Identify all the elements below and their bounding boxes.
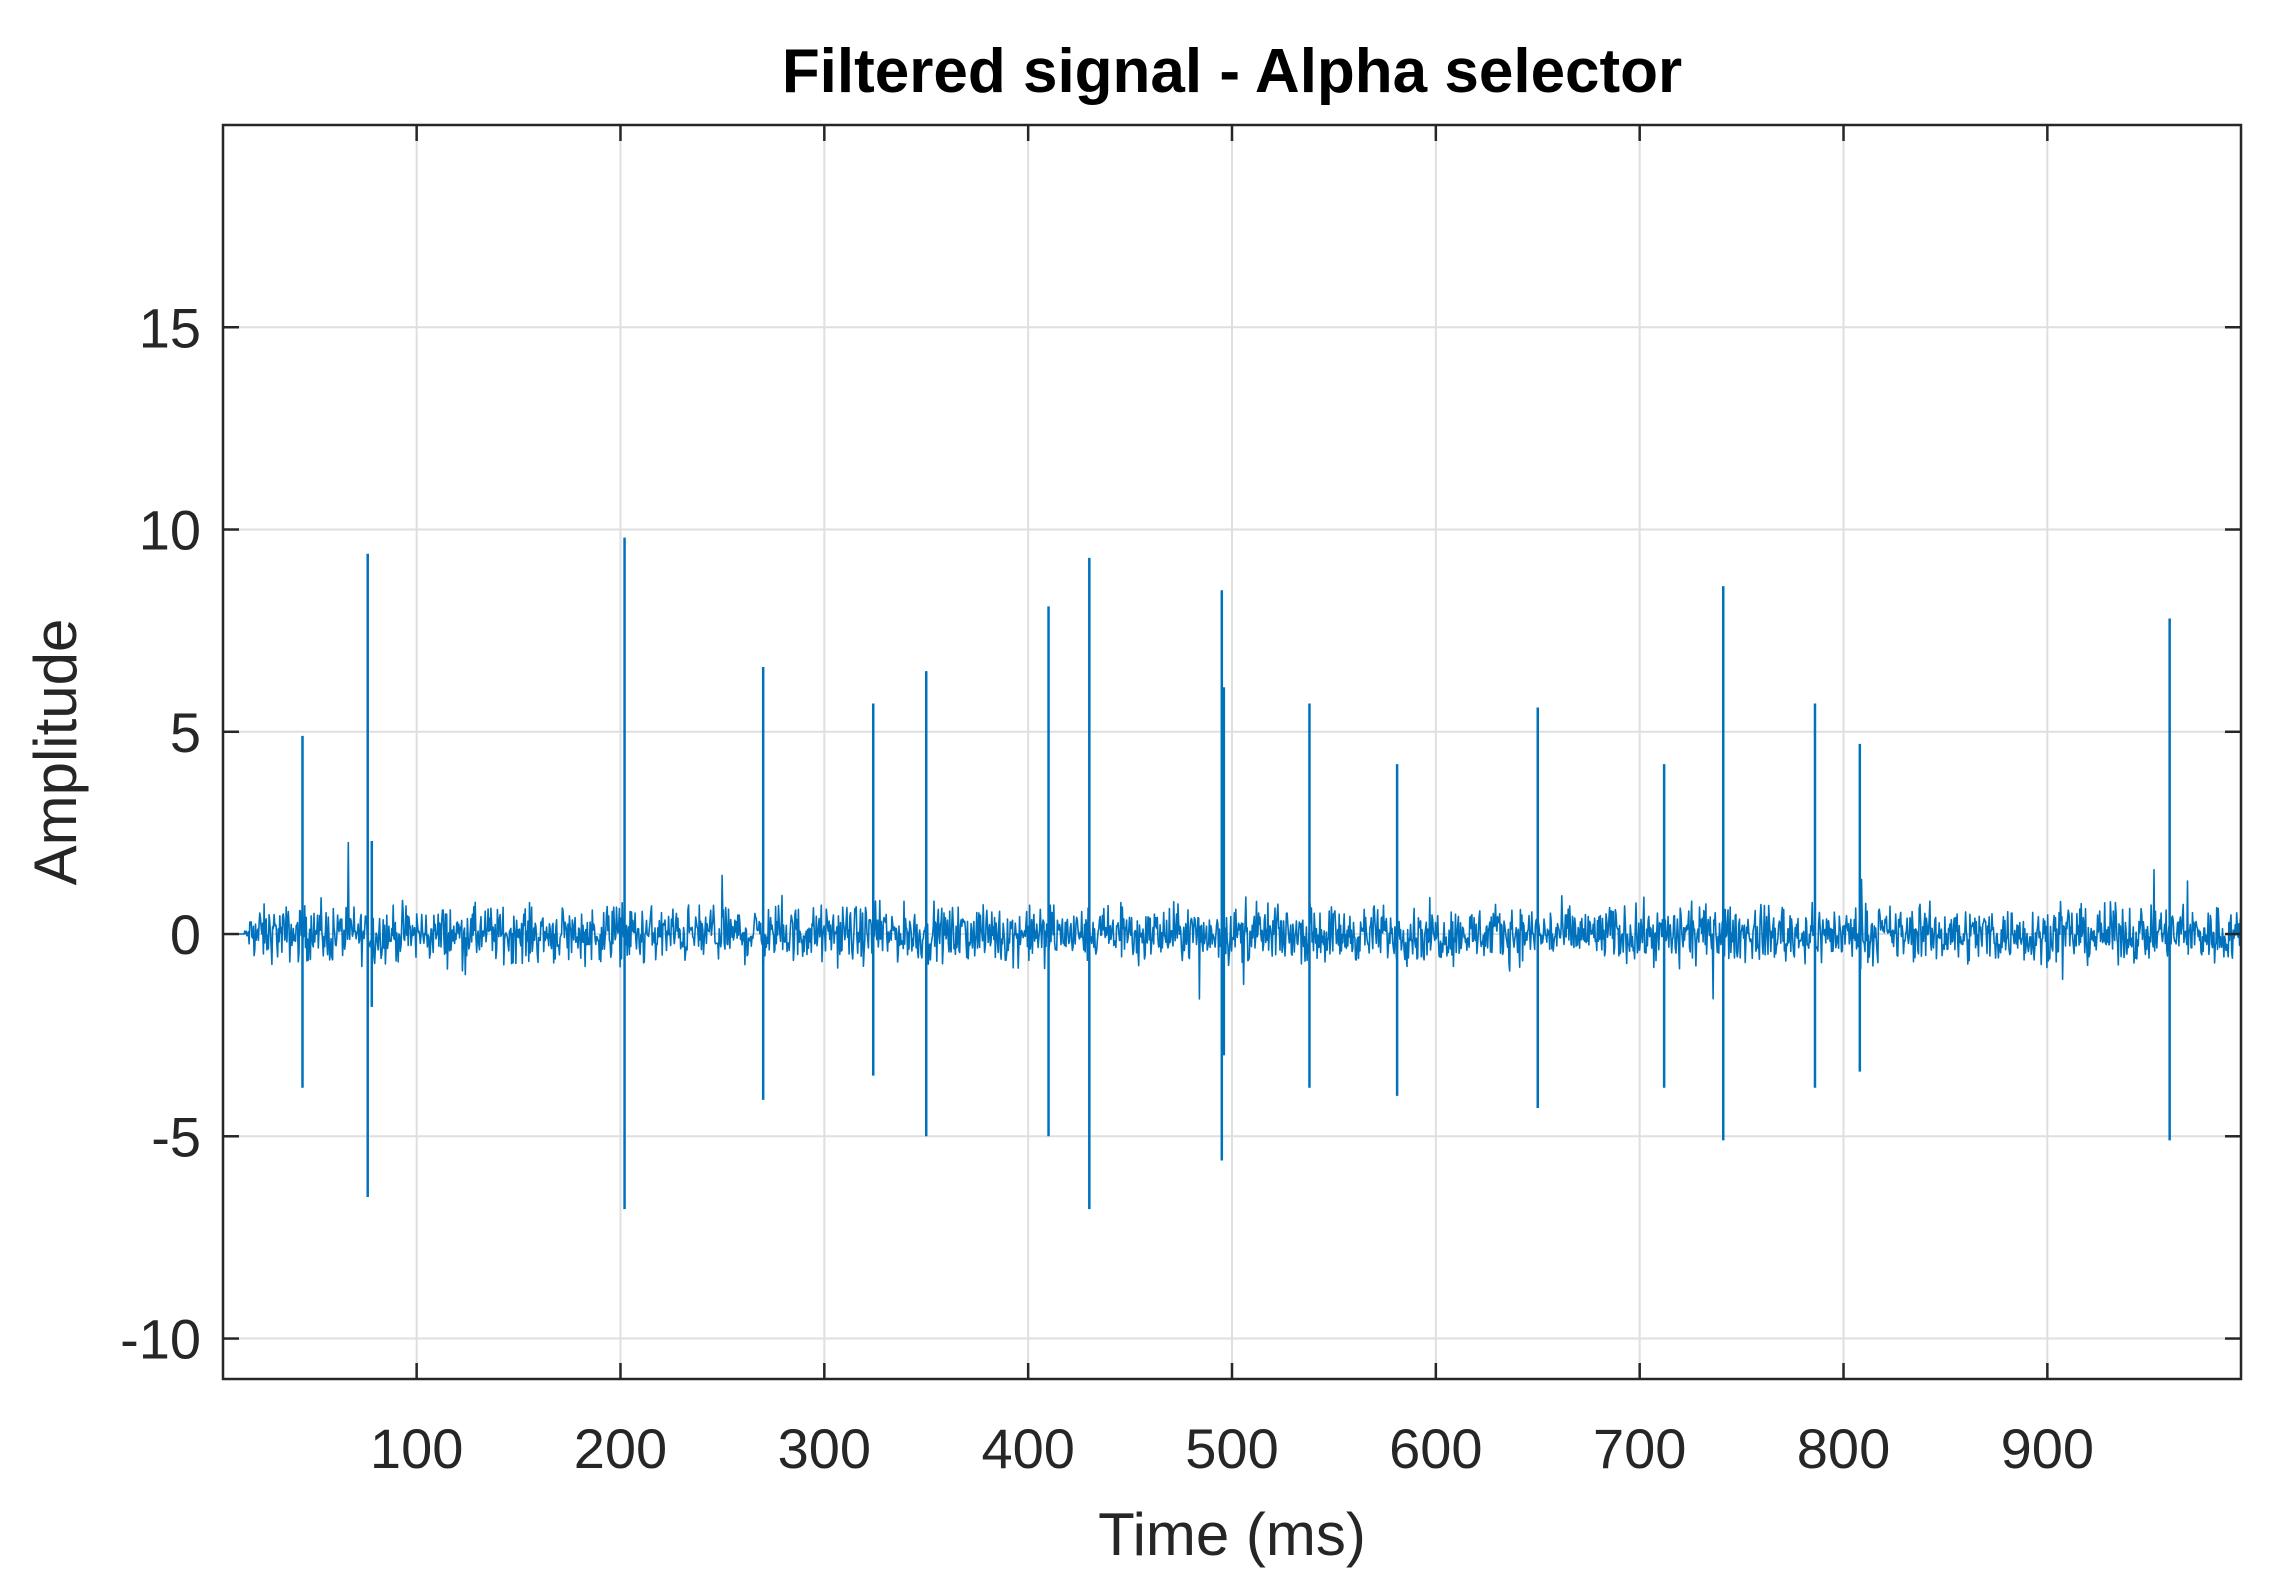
chart-title: Filtered signal - Alpha selector [782,37,1682,106]
x-tick-label: 200 [574,1417,667,1480]
y-tick-label: 15 [139,296,201,359]
y-tick-label: -5 [151,1105,201,1168]
tick-labels: 100 200 300 400 500 600 700 800 900 -10 -5 0 5 10 15 [120,296,2094,1480]
y-tick-label: 10 [139,499,201,562]
y-tick-label: 0 [170,903,201,966]
x-tick-label: 800 [1797,1417,1890,1480]
signal-noise-line [223,841,2242,1000]
y-axis-label: Amplitude [22,619,89,886]
x-tick-label: 100 [370,1417,463,1480]
grid [223,125,2241,1379]
signal-series [223,537,2242,1210]
x-tick-label: 500 [1185,1417,1278,1480]
x-tick-label: 600 [1389,1417,1482,1480]
y-tick-label: 5 [170,701,201,764]
x-tick-label: 300 [778,1417,871,1480]
x-axis-label: Time (ms) [1098,1501,1366,1568]
y-tick-label: -10 [120,1308,201,1371]
x-tick-label: 400 [981,1417,1074,1480]
x-tick-label: 900 [2001,1417,2094,1480]
axes [221,123,2243,1381]
x-tick-label: 700 [1593,1417,1686,1480]
